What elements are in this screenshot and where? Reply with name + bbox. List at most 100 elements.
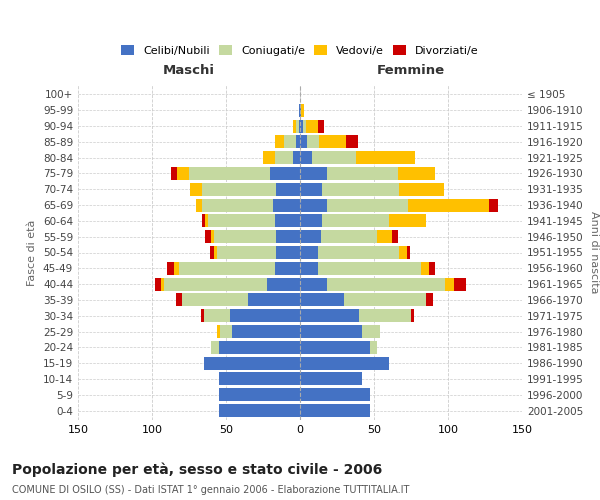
- Bar: [182, 294, 248, 306]
- Bar: [263, 151, 275, 164]
- Bar: [300, 372, 362, 386]
- Bar: [177, 167, 189, 180]
- Bar: [346, 136, 358, 148]
- Bar: [326, 278, 445, 290]
- Bar: [312, 151, 356, 164]
- Text: Maschi: Maschi: [163, 64, 215, 77]
- Legend: Celibi/Nubili, Coniugati/e, Vedovi/e, Divorziati/e: Celibi/Nubili, Coniugati/e, Vedovi/e, Di…: [117, 40, 483, 60]
- Text: Femmine: Femmine: [377, 64, 445, 77]
- Bar: [319, 136, 346, 148]
- Bar: [268, 278, 300, 290]
- Bar: [218, 372, 300, 386]
- Bar: [217, 246, 277, 259]
- Bar: [296, 136, 300, 148]
- Bar: [398, 167, 434, 180]
- Bar: [205, 230, 211, 243]
- Bar: [218, 388, 300, 401]
- Bar: [300, 356, 389, 370]
- Bar: [299, 104, 300, 117]
- Bar: [301, 104, 304, 117]
- Bar: [318, 262, 421, 275]
- Bar: [248, 294, 300, 306]
- Bar: [202, 198, 274, 211]
- Bar: [300, 246, 318, 259]
- Bar: [321, 230, 377, 243]
- Text: Popolazione per età, sesso e stato civile - 2006: Popolazione per età, sesso e stato civil…: [12, 462, 382, 477]
- Bar: [377, 230, 392, 243]
- Bar: [300, 341, 370, 354]
- Bar: [190, 183, 202, 196]
- Bar: [217, 325, 220, 338]
- Bar: [300, 388, 370, 401]
- Bar: [277, 230, 300, 243]
- Bar: [277, 183, 300, 196]
- Bar: [411, 309, 414, 322]
- Bar: [300, 294, 344, 306]
- Bar: [296, 120, 299, 132]
- Bar: [307, 136, 319, 148]
- Bar: [300, 404, 370, 417]
- Bar: [300, 120, 303, 132]
- Bar: [179, 262, 275, 275]
- Bar: [230, 309, 300, 322]
- Bar: [274, 198, 300, 211]
- Bar: [318, 120, 323, 132]
- Bar: [201, 309, 204, 322]
- Bar: [275, 214, 300, 228]
- Bar: [167, 262, 174, 275]
- Bar: [232, 325, 300, 338]
- Bar: [392, 230, 398, 243]
- Bar: [300, 136, 307, 148]
- Bar: [300, 262, 318, 275]
- Bar: [196, 198, 202, 211]
- Bar: [429, 262, 434, 275]
- Bar: [284, 136, 296, 148]
- Bar: [426, 294, 433, 306]
- Bar: [204, 309, 230, 322]
- Bar: [218, 404, 300, 417]
- Bar: [445, 278, 454, 290]
- Bar: [293, 120, 296, 132]
- Bar: [202, 214, 205, 228]
- Bar: [211, 341, 218, 354]
- Bar: [275, 262, 300, 275]
- Bar: [210, 246, 214, 259]
- Bar: [306, 120, 318, 132]
- Bar: [202, 183, 277, 196]
- Bar: [189, 167, 271, 180]
- Y-axis label: Fasce di età: Fasce di età: [28, 220, 37, 286]
- Bar: [300, 325, 362, 338]
- Bar: [205, 214, 208, 228]
- Bar: [356, 151, 415, 164]
- Bar: [300, 309, 359, 322]
- Bar: [322, 214, 389, 228]
- Bar: [214, 246, 217, 259]
- Bar: [164, 278, 268, 290]
- Bar: [407, 246, 410, 259]
- Bar: [454, 278, 466, 290]
- Bar: [220, 325, 232, 338]
- Bar: [326, 167, 398, 180]
- Bar: [300, 183, 322, 196]
- Bar: [300, 278, 326, 290]
- Bar: [214, 230, 277, 243]
- Bar: [421, 262, 429, 275]
- Bar: [275, 151, 293, 164]
- Bar: [211, 230, 214, 243]
- Bar: [155, 278, 161, 290]
- Bar: [218, 341, 300, 354]
- Bar: [326, 198, 408, 211]
- Bar: [204, 356, 300, 370]
- Bar: [208, 214, 275, 228]
- Bar: [362, 325, 380, 338]
- Bar: [299, 120, 300, 132]
- Bar: [300, 214, 322, 228]
- Bar: [300, 151, 312, 164]
- Bar: [275, 136, 284, 148]
- Bar: [277, 246, 300, 259]
- Bar: [171, 167, 177, 180]
- Y-axis label: Anni di nascita: Anni di nascita: [589, 211, 599, 294]
- Bar: [300, 198, 326, 211]
- Bar: [490, 198, 499, 211]
- Bar: [271, 167, 300, 180]
